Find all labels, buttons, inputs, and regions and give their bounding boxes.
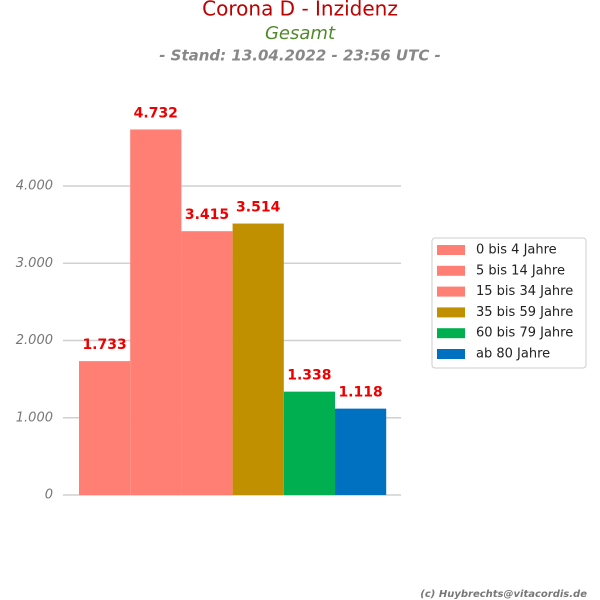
legend-label: 35 bis 59 Jahre: [476, 305, 573, 320]
stand: - Stand: 13.04.2022 - 23:56 UTC -: [159, 47, 441, 65]
bar: [181, 231, 233, 495]
y-tick-label: 4.000: [16, 179, 53, 194]
legend-swatch: [437, 286, 465, 297]
legend-swatch: [437, 245, 465, 255]
bar: [79, 361, 131, 495]
legend-box: [431, 237, 587, 369]
value-label: 1.118: [338, 385, 382, 401]
value-label: 3.415: [185, 207, 229, 223]
value-label: 1.733: [82, 337, 126, 353]
legend-label: 5 bis 14 Jahre: [476, 263, 565, 278]
chart-title: Corona D - Inzidenz: [202, 0, 398, 21]
y-tick-label: 2.000: [16, 333, 53, 348]
y-tick-label: 1.000: [16, 410, 53, 425]
legend-label: 15 bis 34 Jahre: [476, 284, 573, 299]
value-label: 4.732: [134, 105, 178, 121]
legend-label: ab 80 Jahre: [476, 347, 550, 362]
y-tick-label: 0: [45, 488, 53, 503]
legend-swatch: [437, 328, 465, 339]
bar: [335, 408, 387, 495]
bar: [130, 129, 182, 495]
bar: [283, 391, 335, 495]
source: (c) Huybrechts@vitacordis.de: [420, 589, 587, 600]
legend-swatch: [437, 265, 465, 276]
bar: [232, 223, 284, 495]
legend-swatch: [437, 307, 465, 318]
legend-label: 0 bis 4 Jahre: [476, 243, 557, 258]
legend-label: 60 bis 79 Jahre: [476, 326, 573, 341]
value-label: 1.338: [287, 368, 331, 384]
y-tick-label: 3.000: [16, 256, 53, 271]
chart-subtitle: Gesamt: [265, 23, 336, 44]
value-label: 3.514: [236, 200, 281, 216]
legend-swatch: [437, 349, 465, 359]
